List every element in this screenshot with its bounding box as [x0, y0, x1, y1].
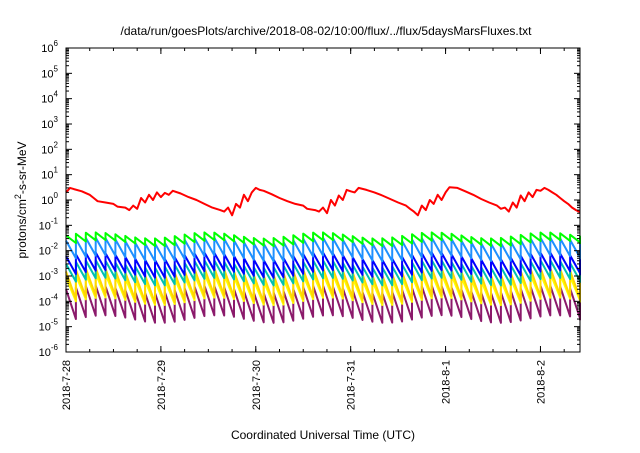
- plot-frame: [65, 47, 581, 353]
- y-tick-exponent: -1: [51, 216, 59, 225]
- series-line: [65, 236, 581, 263]
- x-tick-label: 2018-7-28: [61, 360, 73, 410]
- series-line: [65, 186, 581, 217]
- series-line: [65, 266, 581, 305]
- y-tick-label: 102: [41, 140, 58, 156]
- x-tick-label: 2018-7-31: [346, 360, 358, 410]
- y-tick-label: 10-2: [39, 242, 59, 258]
- y-tick-exponent: -4: [51, 292, 59, 301]
- y-axis-label: protons/cm2-s-sr-MeV: [13, 141, 29, 258]
- y-tick-base: 10: [39, 246, 51, 258]
- y-tick-label: 105: [41, 64, 58, 80]
- x-tick-label: 2018-7-29: [156, 360, 168, 410]
- x-axis-label: Coordinated Universal Time (UTC): [231, 428, 415, 442]
- svg-text:protons/cm2-s-sr-MeV: protons/cm2-s-sr-MeV: [13, 141, 29, 258]
- chart-title: /data/run/goesPlots/archive/2018-08-02/1…: [121, 24, 533, 38]
- y-tick-exponent: 2: [54, 140, 59, 149]
- y-tick-label: 100: [41, 191, 58, 207]
- y-tick-exponent: 0: [54, 191, 59, 200]
- y-tick-exponent: -6: [51, 343, 59, 352]
- y-tick-exponent: 5: [54, 64, 59, 73]
- x-tick-label: 2018-7-30: [251, 360, 263, 410]
- y-tick-label: 10-5: [39, 318, 59, 334]
- y-tick-label: 104: [41, 90, 58, 106]
- y-tick-exponent: -5: [51, 318, 59, 327]
- x-tick-label: 2018-8-2: [535, 360, 547, 404]
- y-tick-label: 103: [41, 115, 58, 131]
- series-line: [65, 284, 581, 324]
- y-tick-label: 101: [41, 166, 58, 182]
- y-tick-base: 10: [41, 195, 53, 207]
- y-tick-label: 10-3: [39, 267, 59, 283]
- y-tick-base: 10: [41, 68, 53, 80]
- y-tick-exponent: 6: [54, 39, 59, 48]
- y-tick-label: 10-1: [39, 216, 59, 232]
- y-tick-exponent: 4: [54, 90, 59, 99]
- series-line: [65, 251, 581, 279]
- y-tick-base: 10: [41, 94, 53, 106]
- y-tick-base: 10: [41, 170, 53, 182]
- y-tick-base: 10: [41, 144, 53, 156]
- y-tick-base: 10: [39, 322, 51, 334]
- y-tick-exponent: -2: [51, 242, 59, 251]
- y-tick-base: 10: [39, 347, 51, 359]
- x-tick-label: 2018-8-1: [441, 360, 453, 404]
- y-axis-label-part: protons/cm: [15, 199, 29, 258]
- y-axis-label-part: -s-sr-MeV: [15, 141, 29, 194]
- y-tick-base: 10: [39, 271, 51, 283]
- axis-layer: 10-610-510-410-310-210-11001011021031041…: [39, 39, 580, 410]
- series-layer: [65, 186, 581, 324]
- series-line: [65, 231, 581, 248]
- y-tick-label: 10-6: [39, 343, 59, 359]
- y-tick-base: 10: [39, 296, 51, 308]
- y-tick-label: 10-4: [39, 292, 59, 308]
- y-tick-exponent: 1: [54, 166, 59, 175]
- y-axis-label-superscript: 2: [13, 194, 23, 199]
- y-tick-base: 10: [41, 43, 53, 55]
- y-tick-label: 106: [41, 39, 58, 55]
- y-tick-exponent: -3: [51, 267, 59, 276]
- y-tick-base: 10: [39, 220, 51, 232]
- y-tick-base: 10: [41, 119, 53, 131]
- y-tick-exponent: 3: [54, 115, 59, 124]
